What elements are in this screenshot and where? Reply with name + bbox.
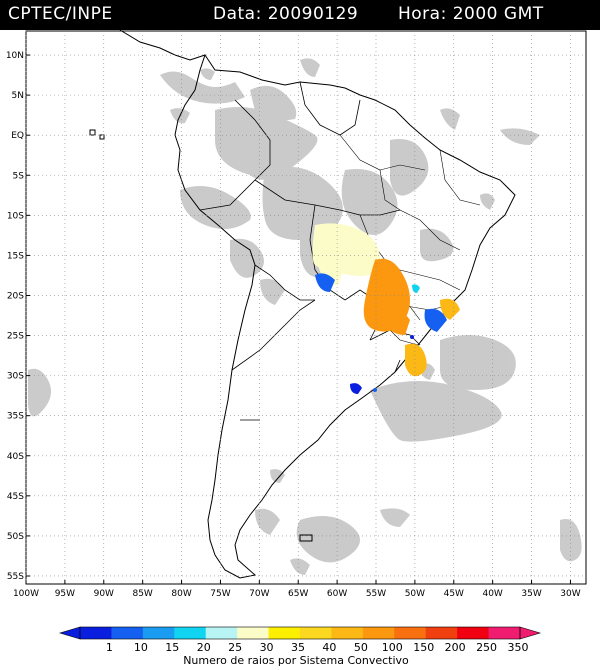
- falklands: [299, 534, 313, 542]
- lon-tick-label: 55W: [366, 589, 386, 599]
- colorbar-label: 100: [382, 641, 403, 654]
- system-navy: [350, 383, 362, 394]
- colorbar-label: 10: [134, 641, 148, 654]
- lon-tick-label: 90W: [94, 589, 114, 599]
- colorbar-swatch: [111, 627, 144, 639]
- colorbar-swatch: [425, 627, 458, 639]
- agency-label: CPTEC/INPE: [8, 4, 113, 24]
- colorbar-label: 35: [291, 641, 305, 654]
- lat-tick-label: 50S: [7, 532, 24, 542]
- colorbar-swatch: [237, 627, 270, 639]
- lon-tick-label: 85W: [132, 589, 152, 599]
- colorbar-swatch: [205, 627, 238, 639]
- coastlines: [89, 29, 516, 579]
- system-amber-2: [440, 298, 460, 320]
- lon-tick-label: 30W: [560, 589, 580, 599]
- colorbar: [58, 626, 542, 640]
- colorbar-label: 150: [413, 641, 434, 654]
- cloud-cover: [28, 58, 582, 575]
- system-blue-2: [424, 308, 447, 332]
- system-dot-2: [410, 335, 414, 339]
- system-pale-yellow-2: [318, 263, 343, 285]
- lat-tick-label: 45S: [7, 492, 24, 502]
- lat-tick-label: 40S: [7, 452, 24, 462]
- colorbar-label: 1: [106, 641, 113, 654]
- colorbar-swatch: [331, 627, 364, 639]
- title-bar: CPTEC/INPE Data: 20090129 Hora: 2000 GMT: [0, 0, 600, 30]
- colorbar-swatch: [142, 627, 175, 639]
- map-frame: [25, 30, 587, 585]
- colorbar-border: [79, 626, 521, 640]
- colorbar-label: 50: [354, 641, 368, 654]
- lon-tick-label: 40W: [482, 589, 502, 599]
- lon-tick-label: 45W: [444, 589, 464, 599]
- grid-lines: [25, 31, 586, 584]
- lat-tick-label: 10S: [7, 211, 24, 221]
- colorbar-swatch: [457, 627, 490, 639]
- lon-tick-label: 35W: [521, 589, 541, 599]
- system-dot-1: [373, 388, 377, 392]
- system-cyan: [412, 284, 420, 293]
- colorbar-label: 350: [508, 641, 529, 654]
- colorbar-swatch: [300, 627, 332, 639]
- colorbar-swatch: [174, 627, 207, 639]
- lat-tick-label: 35S: [7, 412, 24, 422]
- colorbar-label: 250: [476, 641, 497, 654]
- lon-tick-label: 80W: [171, 589, 191, 599]
- lat-tick-label: 30S: [7, 372, 24, 382]
- colorbar-label: 40: [322, 641, 336, 654]
- system-orange-2: [380, 308, 410, 335]
- system-amber: [405, 343, 427, 377]
- longitude-labels: 100W 95W 90W 85W 80W 75W 70W 65W 60W 55W 50W 45W 40W…: [13, 580, 581, 599]
- lat-tick-label: 5S: [13, 171, 25, 181]
- system-blue-1: [315, 273, 335, 292]
- colorbar-right-arrow: [519, 626, 542, 640]
- colorbar-swatch: [268, 627, 301, 639]
- colorbar-swatch: [80, 627, 112, 639]
- lat-tick-label: 5N: [12, 91, 24, 101]
- time-label: Hora: 2000 GMT: [398, 4, 544, 24]
- lon-tick-label: 75W: [210, 589, 230, 599]
- lon-tick-label: 70W: [249, 589, 269, 599]
- colorbar-title: Numero de raios por Sistema Convectivo: [183, 654, 409, 667]
- lon-tick-label: 100W: [13, 589, 39, 599]
- lat-tick-label: 15S: [7, 251, 24, 261]
- colorbar-label: 30: [260, 641, 274, 654]
- colorbar-label: 20: [197, 641, 211, 654]
- latitude-labels: 10N 5N EQ 5S 10S 15S 20S 25S 30S 35S 40S 45S 50S 55S: [6, 51, 30, 582]
- lon-tick-label: 50W: [405, 589, 425, 599]
- central-america-coast: [119, 29, 206, 61]
- date-label: Data: 20090129: [213, 4, 359, 24]
- lon-tick-label: 95W: [55, 589, 75, 599]
- lat-tick-label: 25S: [7, 332, 24, 342]
- colorbar-left-arrow: [58, 626, 81, 640]
- colorbar-label: 15: [165, 641, 179, 654]
- colorbar-swatch: [488, 627, 521, 639]
- system-pale-yellow: [312, 223, 380, 276]
- colorbar-swatch: [394, 627, 427, 639]
- colorbar-swatch: [362, 627, 395, 639]
- lon-tick-label: 60W: [327, 589, 347, 599]
- lat-tick-label: 55S: [7, 572, 24, 582]
- colorbar-label: 200: [445, 641, 466, 654]
- colorbar-labels: 1 10 15 20 25 30 35 40 50 100 150 200 250 350: [106, 641, 529, 654]
- lat-tick-label: 20S: [7, 291, 24, 301]
- colorbar-label: 25: [228, 641, 242, 654]
- lat-tick-label: EQ: [11, 131, 24, 141]
- lat-tick-label: 10N: [6, 51, 24, 61]
- south-america-coast: [174, 53, 516, 579]
- lon-tick-label: 65W: [288, 589, 308, 599]
